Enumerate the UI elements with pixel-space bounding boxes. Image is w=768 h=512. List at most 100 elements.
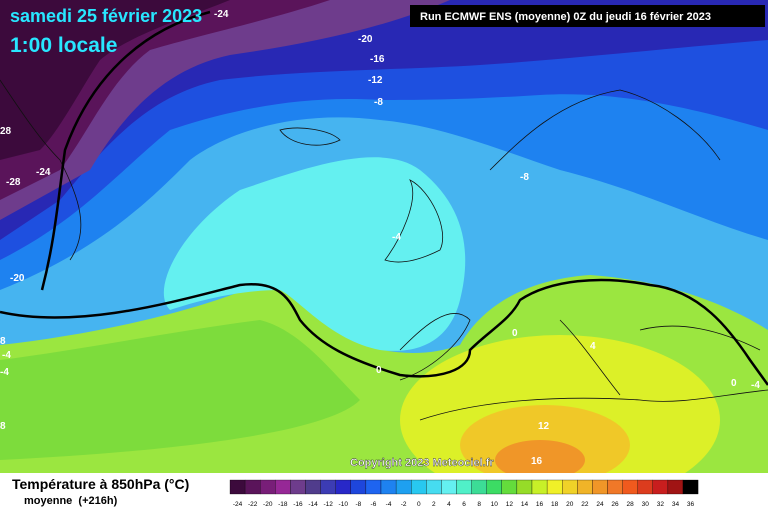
colorbar-swatch	[305, 479, 321, 495]
colorbar: -24 -22 -20 -18 -16 -14 -12 -10 -8 -6 -4 -2 0 2 4 6 8 10 1…	[229, 479, 699, 508]
colorbar-swatch	[546, 479, 563, 495]
greenland-coast	[0, 79, 82, 261]
contour-label: 12	[538, 421, 550, 432]
colorbar-swatch	[365, 479, 382, 495]
colorbar-label: 18	[551, 501, 559, 508]
colorbar-swatch	[260, 479, 276, 495]
colorbar-swatch	[426, 479, 442, 495]
orange-core	[495, 440, 585, 480]
colorbar-swatch	[531, 479, 548, 495]
forecast-date: samedi 25 février 2023	[10, 6, 202, 26]
contour-label: -28	[6, 177, 21, 188]
coastlines	[0, 79, 768, 421]
dark-purple-field	[0, 0, 230, 160]
colorbar-swatch	[652, 479, 669, 495]
contour-label: -8	[374, 97, 383, 108]
contour-label: -8	[520, 172, 529, 183]
colorbar-label: -20	[263, 501, 273, 508]
run-info: Run ECMWF ENS (moyenne) 0Z du jeudi 16 f…	[420, 11, 711, 23]
cyan-field	[163, 157, 466, 351]
contour-labels: -24 -20 -16 -12 -8 28 -28 -24 -8 -4 -20 8 -4 -4 0 0 4 12 1…	[0, 9, 760, 467]
colorbar-swatch	[607, 479, 623, 495]
isotherms	[0, 10, 768, 386]
colorbar-label: 4	[447, 501, 451, 508]
contour-label: -4	[2, 350, 11, 361]
italy-coast	[559, 319, 621, 396]
colorbar-label: 28	[627, 501, 635, 508]
colorbar-label: 16	[536, 501, 544, 508]
colorbar-label: -4	[386, 501, 392, 508]
colorbar-swatch	[229, 479, 246, 495]
contour-label: -20	[10, 273, 25, 284]
contour-label: -24	[36, 167, 51, 178]
colorbar-swatch	[516, 479, 533, 495]
legend-title: Température à 850hPa (°C)	[12, 476, 189, 492]
iceland-coast	[279, 127, 341, 146]
colorbar-swatch	[411, 479, 427, 495]
colorbar-label: -8	[355, 501, 361, 508]
colorbar-label: 32	[657, 501, 665, 508]
colorbar-swatch	[562, 479, 578, 495]
colorbar-label: 14	[521, 501, 529, 508]
colorbar-label: -10	[339, 501, 349, 508]
minus24-isotherm	[40, 10, 211, 291]
colorbar-swatch	[380, 479, 397, 495]
colorbar-swatch	[637, 479, 653, 495]
africa-coast	[419, 389, 768, 421]
colorbar-swatch	[471, 479, 487, 495]
copyright: Copyright 2023 Meteociel.fr	[350, 457, 494, 469]
colorbar-label: -14	[308, 501, 318, 508]
colorbar-label: -6	[371, 501, 377, 508]
scandinavia-coast	[489, 89, 721, 171]
contour-label: 4	[590, 341, 596, 352]
contour-label: 0	[731, 378, 737, 389]
colorbar-swatch	[577, 479, 593, 495]
contour-label: -20	[358, 34, 373, 45]
colorbar-swatch	[667, 479, 684, 495]
colorbar-swatch	[592, 479, 608, 495]
legend-subtitle: moyenne (+216h)	[24, 495, 118, 507]
contour-label: -24	[214, 9, 229, 20]
colorbar-swatch	[350, 479, 367, 495]
contour-label: -4	[751, 380, 760, 391]
colorbar-label: 24	[596, 501, 604, 508]
colorbar-label: 34	[672, 501, 680, 508]
colorbar-label: -12	[323, 501, 333, 508]
colorbar-swatch	[682, 479, 699, 495]
colorbar-label: 20	[566, 501, 574, 508]
colorbar-label: 0	[417, 501, 421, 508]
colorbar-swatch	[244, 479, 261, 495]
colorbar-swatch	[275, 479, 291, 495]
colorbar-label: -24	[233, 501, 243, 508]
colorbar-label: 6	[462, 501, 466, 508]
colorbar-label: -2	[401, 501, 407, 508]
colorbar-swatch	[456, 479, 472, 495]
contour-label: 8	[0, 421, 6, 432]
contour-label: -4	[392, 232, 401, 243]
colorbar-label: -16	[293, 501, 303, 508]
contour-label: 28	[0, 126, 12, 137]
colorbar-swatch	[486, 479, 502, 495]
contour-label: -16	[370, 54, 385, 65]
uk-coast	[384, 179, 444, 263]
colorbar-label: -22	[248, 501, 258, 508]
colorbar-swatch	[335, 479, 351, 495]
colorbar-label: 8	[477, 501, 481, 508]
colorbar-swatch	[320, 479, 336, 495]
colorbar-label: 22	[581, 501, 589, 508]
balkan-coast	[639, 325, 761, 351]
contour-label: 16	[531, 456, 543, 467]
iberia-coast	[399, 313, 471, 381]
colorbar-label: 26	[611, 501, 619, 508]
colorbar-label: 36	[687, 501, 695, 508]
colorbar-swatch	[622, 479, 638, 495]
zero-isotherm	[0, 278, 768, 386]
colorbar-swatch	[290, 479, 306, 495]
contour-label: -4	[0, 367, 9, 378]
colorbar-swatch	[501, 479, 518, 495]
colorbar-label: 2	[432, 501, 436, 508]
colorbar-swatch	[441, 479, 457, 495]
contour-label: 0	[512, 328, 518, 339]
